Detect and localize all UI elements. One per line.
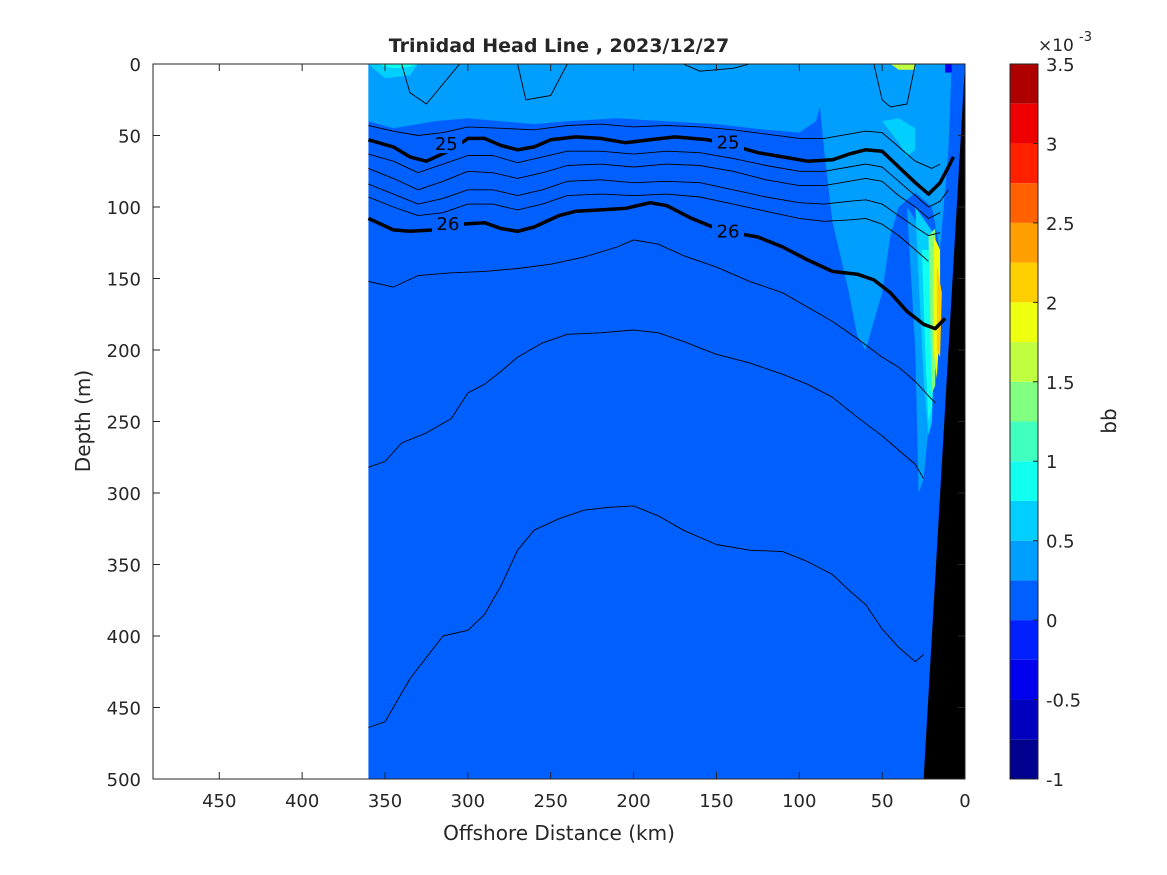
colorbar-label: bb (1097, 408, 1121, 433)
density-contour (368, 239, 936, 404)
y-tick-label: 100 (107, 198, 141, 219)
plot-area: 25 25 26 26 (152, 63, 966, 780)
colorbar-frame (1009, 63, 1039, 780)
y-tick-label: 400 (107, 627, 141, 648)
density-contour (368, 179, 941, 237)
colorbar-tick-label: 1 (1046, 452, 1057, 473)
colorbar-tick-label: -1 (1046, 770, 1064, 791)
x-tick-label: 300 (451, 791, 485, 812)
density-contour (517, 64, 568, 101)
density-contour (368, 505, 924, 728)
colorbar-tick-label: 2.5 (1046, 214, 1075, 235)
bb-patch (815, 64, 952, 350)
contour-label: 26 (717, 221, 740, 242)
x-tick-label: 350 (368, 791, 402, 812)
bb-patch (882, 118, 916, 157)
colorbar-tick-label: 0.5 (1046, 532, 1075, 553)
chart-title: Trinidad Head Line , 2023/12/27 (389, 35, 729, 57)
contour-label-bg (712, 220, 745, 241)
contour-label-bg (431, 213, 464, 234)
colorbar-exponent-power: -3 (1079, 30, 1092, 45)
colorbar-exponent-base: ×10 (1038, 36, 1074, 56)
colorbar-tick-label: 1.5 (1046, 373, 1075, 394)
density-contours: 25 25 26 26 (367, 64, 955, 728)
contour-label: 26 (437, 214, 460, 235)
bb-patch (368, 64, 419, 79)
colorbar-segment (1010, 620, 1038, 660)
x-axis: 450 400 350 300 250 200 150 100 50 0 (202, 64, 971, 812)
x-tick-label: 250 (534, 791, 568, 812)
bb-patch (376, 64, 419, 69)
x-tick-label: 400 (285, 791, 319, 812)
y-tick-label: 450 (107, 699, 141, 720)
bb-patch (368, 64, 833, 133)
y-tick-label: 150 (107, 270, 141, 291)
y-tick-label: 300 (107, 484, 141, 505)
contour-label: 25 (435, 134, 458, 155)
y-axis: 0 50 100 150 200 250 300 350 400 450 500 (107, 55, 965, 791)
x-tick-label: 150 (699, 791, 733, 812)
colorbar-segment (1010, 183, 1038, 223)
bb-patch (890, 64, 916, 70)
y-tick-label: 50 (118, 127, 141, 148)
x-axis-label: Offshore Distance (km) (443, 821, 675, 845)
density-contour (873, 64, 916, 108)
colorbar-segment (1010, 342, 1038, 382)
x-tick-label: 100 (782, 791, 816, 812)
colorbar-tick-label: 3.5 (1046, 55, 1075, 76)
density-contour (368, 150, 949, 208)
colorbar-segment (1010, 580, 1038, 621)
colorbar: 3.5 3 2.5 2 1.5 1 0.5 0 -0.5 -1 (1009, 55, 1081, 791)
colorbar-segment (1010, 739, 1038, 779)
density-contour-labeled (367, 135, 955, 196)
x-tick-label: 200 (616, 791, 650, 812)
colorbar-segment (1010, 222, 1038, 263)
seafloor (923, 64, 965, 779)
colorbar-segment (1010, 262, 1038, 303)
colorbar-segment (1010, 421, 1038, 462)
colorbar-tick-label: 0 (1046, 611, 1057, 632)
density-contour (368, 193, 929, 262)
density-contour (368, 329, 924, 479)
y-tick-label: 350 (107, 556, 141, 577)
y-tick-label: 500 (107, 770, 141, 791)
bb-patch (936, 264, 942, 358)
colorbar-segment (1010, 143, 1038, 184)
y-tick-label: 0 (130, 55, 141, 76)
y-tick-label: 200 (107, 341, 141, 362)
colorbar-tick-label: 2 (1046, 293, 1057, 314)
density-contour-labeled (367, 200, 947, 331)
colorbar-segment (1010, 381, 1038, 422)
x-tick-label: 50 (871, 791, 894, 812)
colorbar-segment (1010, 302, 1038, 343)
colorbar-segment (1010, 103, 1038, 144)
y-axis-label: Depth (m) (71, 370, 95, 472)
colorbar-segment (1010, 659, 1038, 700)
contour-label-bg (712, 131, 745, 152)
density-contour (401, 64, 460, 105)
colorbar-segment (1010, 461, 1038, 501)
colorbar-tick-label: -0.5 (1046, 691, 1081, 712)
x-tick-label: 0 (959, 791, 970, 812)
colorbar-segment (1010, 540, 1038, 581)
colorbar-segment (1010, 500, 1038, 541)
bb-field (368, 64, 965, 779)
x-tick-label: 450 (202, 791, 236, 812)
seafloor-bathymetry (923, 64, 965, 779)
colorbar-segment (1010, 699, 1038, 740)
colorbar-segment (1010, 64, 1038, 104)
contour-label-bg (430, 133, 463, 154)
density-contour (368, 123, 941, 169)
contour-label: 25 (717, 133, 740, 154)
bb-patch (945, 64, 952, 73)
density-contour (368, 163, 941, 219)
colorbar-tick-label: 3 (1046, 134, 1057, 155)
y-tick-label: 250 (107, 413, 141, 434)
